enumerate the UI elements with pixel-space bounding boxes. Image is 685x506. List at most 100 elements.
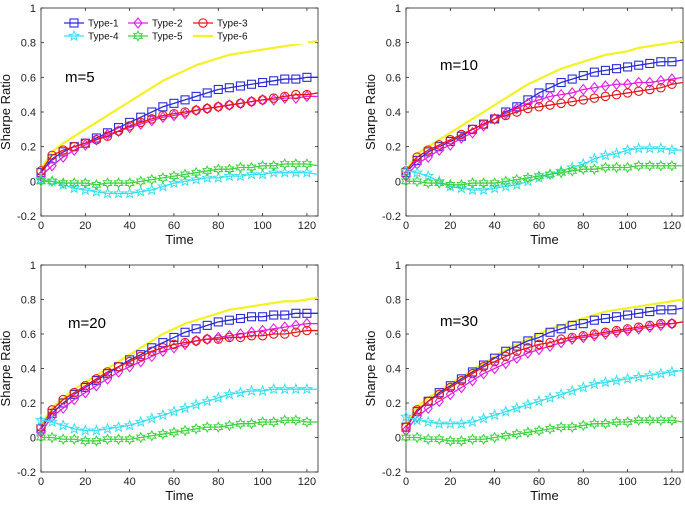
data-point: [268, 329, 279, 339]
data-point: [202, 333, 212, 346]
x-axis-label: Time: [165, 488, 193, 503]
series-line-type-1: [40, 312, 318, 430]
x-tick-label: 120: [663, 476, 681, 488]
y-tick-label: 0: [395, 176, 401, 188]
series-line-type-3: [40, 92, 319, 172]
data-point: [69, 177, 80, 189]
data-point: [423, 145, 433, 155]
data-point: [167, 405, 181, 417]
data-point: [489, 177, 500, 189]
data-point: [623, 310, 633, 320]
data-point: [278, 382, 291, 395]
data-point: [445, 134, 456, 145]
series-line-type-6: [405, 39, 684, 172]
data-point: [534, 332, 544, 343]
data-point: [257, 159, 268, 172]
legend-label: Type-1: [88, 19, 119, 30]
data-point: [102, 367, 113, 377]
series-line-type-1: [405, 59, 684, 174]
data-point: [167, 176, 181, 189]
data-point: [258, 312, 268, 322]
data-point: [224, 100, 235, 110]
data-point: [656, 305, 666, 315]
x-tick-label: 0: [403, 476, 409, 488]
data-point: [477, 412, 490, 424]
data-point: [235, 81, 245, 91]
data-point: [179, 168, 191, 181]
data-point: [478, 433, 489, 446]
y-axis-label: Sharpe Ratio: [0, 74, 13, 150]
data-point: [632, 370, 645, 383]
data-point: [158, 345, 168, 358]
data-point: [268, 159, 279, 172]
data-point: [434, 177, 445, 189]
data-point: [500, 175, 511, 188]
data-point: [611, 325, 622, 336]
data-point: [577, 157, 590, 170]
data-point: [69, 141, 79, 152]
data-point: [235, 97, 246, 110]
y-axis-label: Sharpe Ratio: [363, 331, 378, 407]
data-point: [79, 424, 92, 436]
data-point: [633, 414, 644, 427]
data-point: [191, 324, 201, 334]
data-point: [102, 177, 113, 189]
data-point: [654, 141, 667, 154]
data-point: [456, 178, 467, 191]
data-point: [90, 424, 103, 436]
data-point: [578, 71, 588, 81]
data-point: [477, 183, 490, 196]
data-point: [169, 332, 179, 343]
data-point: [667, 305, 677, 315]
data-point: [269, 76, 279, 86]
data-point: [213, 84, 223, 95]
data-point: [291, 319, 301, 332]
data-point: [79, 183, 92, 196]
data-point: [545, 327, 555, 337]
data-point: [136, 118, 146, 131]
data-point: [467, 433, 478, 446]
data-point: [80, 435, 91, 447]
data-point: [134, 415, 147, 428]
data-point: [423, 151, 433, 163]
data-point: [567, 74, 577, 84]
data-point: [556, 77, 566, 88]
x-tick-label: 80: [577, 476, 589, 488]
data-point: [102, 433, 113, 446]
data-point: [291, 89, 301, 100]
series-type-5: [400, 159, 683, 191]
data-point: [666, 159, 678, 172]
data-point: [645, 320, 655, 331]
data-point: [91, 435, 102, 447]
data-point: [180, 327, 190, 337]
data-point: [169, 341, 179, 354]
data-point: [643, 368, 656, 381]
data-point: [279, 158, 290, 170]
data-point: [644, 414, 655, 427]
data-point: [411, 175, 423, 188]
y-tick-label: 0.8: [386, 38, 401, 50]
data-point: [567, 165, 578, 177]
data-point: [158, 110, 168, 121]
data-point: [577, 381, 590, 393]
data-point: [191, 336, 201, 346]
data-point: [511, 428, 522, 440]
data-point: [212, 171, 225, 184]
data-point: [588, 152, 601, 165]
data-point: [301, 158, 313, 170]
data-point: [588, 377, 601, 390]
legend-label: Type-5: [152, 32, 183, 43]
y-tick-label: 0: [30, 176, 36, 188]
data-point: [145, 412, 158, 424]
data-point: [145, 183, 158, 196]
data-point: [35, 175, 47, 188]
x-axis-label: Time: [530, 232, 558, 247]
data-point: [655, 159, 666, 172]
data-point: [302, 308, 312, 318]
data-point: [544, 168, 556, 181]
y-tick-label: 0.4: [21, 364, 36, 376]
legend-marker: [198, 18, 208, 28]
legend-label: Type-6: [217, 32, 248, 43]
data-point: [213, 163, 224, 176]
data-point: [235, 332, 246, 343]
